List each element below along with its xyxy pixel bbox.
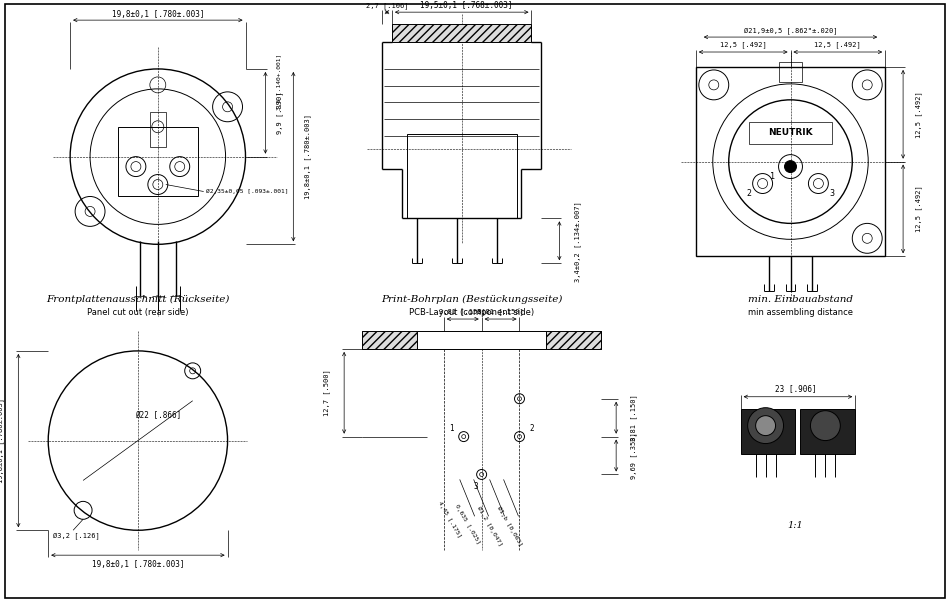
Text: 0,635 [.025]: 0,635 [.025] xyxy=(455,503,481,545)
Bar xyxy=(696,67,885,256)
Text: 3,4±0,2 [.134±.007]: 3,4±0,2 [.134±.007] xyxy=(574,201,581,281)
Text: Print-Bohrplan (Bestückungsseite): Print-Bohrplan (Bestückungsseite) xyxy=(381,295,563,304)
Text: 19,8±0,1 [.780±.003]: 19,8±0,1 [.780±.003] xyxy=(304,114,311,199)
Text: 1: 1 xyxy=(449,424,454,433)
Bar xyxy=(749,122,832,143)
Text: 2: 2 xyxy=(746,189,751,198)
Text: 19,5±0,1 [.768±.003]: 19,5±0,1 [.768±.003] xyxy=(420,1,513,10)
Text: NEUTRIK: NEUTRIK xyxy=(768,128,813,137)
Text: 1: 1 xyxy=(770,172,775,181)
Bar xyxy=(150,112,166,146)
Text: 12,5 [.492]: 12,5 [.492] xyxy=(814,41,861,49)
Circle shape xyxy=(756,416,776,436)
Text: 3,81 [.150]: 3,81 [.150] xyxy=(631,394,637,441)
Bar xyxy=(118,127,198,196)
Text: 23 [.906]: 23 [.906] xyxy=(775,384,816,393)
Text: 2: 2 xyxy=(529,424,534,433)
Text: 19,8±0,1 [.780±.003]: 19,8±0,1 [.780±.003] xyxy=(92,560,184,569)
Bar xyxy=(392,24,531,42)
Text: Panel cut out (rear side): Panel cut out (rear side) xyxy=(87,308,188,317)
Text: 19,8±0,1 [.780±.003]: 19,8±0,1 [.780±.003] xyxy=(112,10,204,19)
Circle shape xyxy=(748,408,783,443)
Text: 9,69 [.350]: 9,69 [.350] xyxy=(631,432,637,479)
Text: 3: 3 xyxy=(474,482,478,491)
Text: 2,7 [.106]: 2,7 [.106] xyxy=(366,2,408,8)
Text: 3: 3 xyxy=(830,189,835,198)
Bar xyxy=(362,331,417,349)
Circle shape xyxy=(811,410,840,440)
Text: 19,8±0,1 [.780±.003]: 19,8±0,1 [.780±.003] xyxy=(0,398,4,483)
Text: Frontplattenausschnitt (Rückseite): Frontplattenausschnitt (Rückseite) xyxy=(46,295,229,304)
Text: Ø22 [.866]: Ø22 [.866] xyxy=(134,411,181,420)
Text: Ø2,35±0,05 [.093±.001]: Ø2,35±0,05 [.093±.001] xyxy=(205,189,288,194)
Text: 12,5 [.492]: 12,5 [.492] xyxy=(916,185,922,232)
Text: 1:1: 1:1 xyxy=(788,521,803,530)
Bar xyxy=(800,409,855,454)
Text: Ø21,9±0,5 [.862"±.020]: Ø21,9±0,5 [.862"±.020] xyxy=(743,26,837,34)
Text: 12,5 [.492]: 12,5 [.492] xyxy=(916,91,922,137)
Text: Ø1,b [0,063]: Ø1,b [0,063] xyxy=(496,506,523,547)
Text: min assembling distance: min assembling distance xyxy=(748,308,853,317)
Text: 12,7 [.500]: 12,7 [.500] xyxy=(323,370,330,416)
Text: Ø3,2 [.126]: Ø3,2 [.126] xyxy=(53,532,100,539)
Text: 4,45 [.175]: 4,45 [.175] xyxy=(438,500,462,538)
Text: min. Einbauabstand: min. Einbauabstand xyxy=(748,295,853,304)
Text: 12,5 [.492]: 12,5 [.492] xyxy=(720,41,766,49)
Bar xyxy=(407,134,516,218)
Text: PCB-Layout (component side): PCB-Layout (component side) xyxy=(409,308,534,317)
Text: 3,6 [.140+.001]: 3,6 [.140+.001] xyxy=(277,54,282,110)
Text: 3,81 [.150]: 3,81 [.150] xyxy=(477,308,524,316)
Bar xyxy=(546,331,601,349)
Circle shape xyxy=(784,161,796,173)
Text: 9,9 [.390]: 9,9 [.390] xyxy=(276,92,283,134)
Text: 3,81 [.150]: 3,81 [.150] xyxy=(439,308,486,316)
Bar xyxy=(741,409,795,454)
Bar xyxy=(417,331,546,349)
Bar xyxy=(778,62,802,82)
Text: Ø1,2 [0,047]: Ø1,2 [0,047] xyxy=(476,506,503,547)
